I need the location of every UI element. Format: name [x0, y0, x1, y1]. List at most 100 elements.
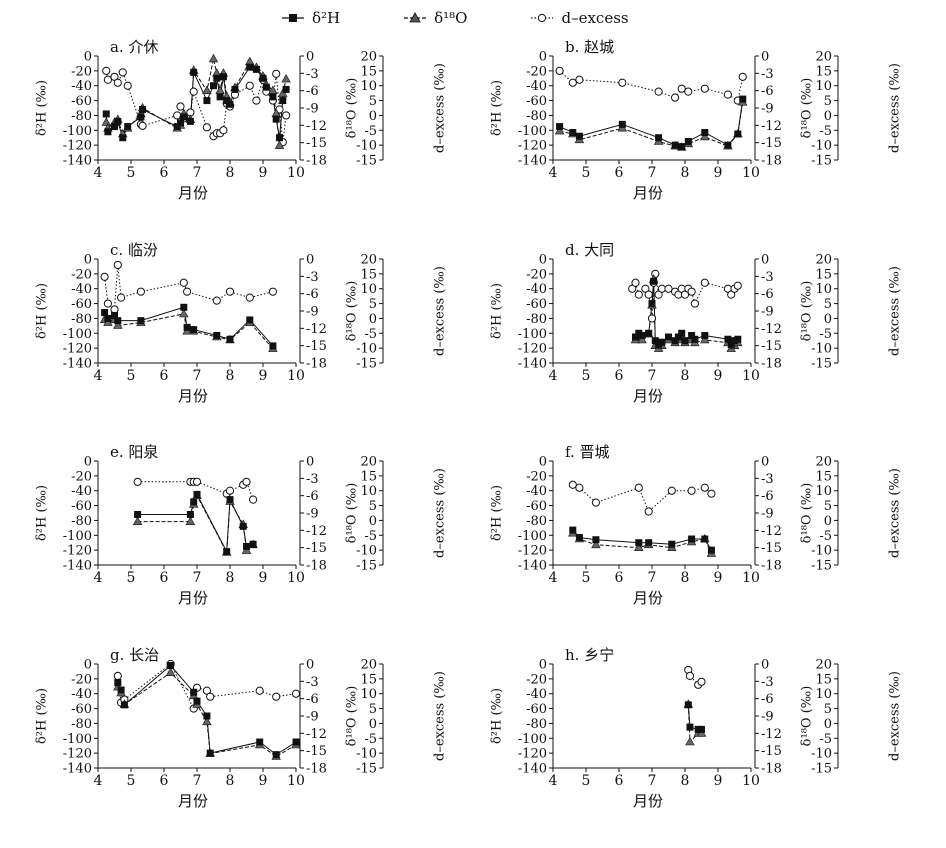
point-dexcess — [138, 121, 147, 130]
right1-tick-label: -15 — [306, 541, 327, 556]
left-tick-label: -80 — [71, 514, 92, 529]
point-dexcess — [113, 78, 122, 87]
x-tick-label: 9 — [714, 165, 723, 181]
right1-tick-label: -9 — [761, 102, 774, 117]
panel-title: d. 大同 — [565, 241, 615, 259]
point-dexcess — [252, 96, 261, 105]
x-tick-label: 10 — [287, 570, 305, 586]
x-tick-label: 10 — [742, 165, 760, 181]
right1-tick-label: -18 — [306, 762, 327, 777]
right1-tick-label: 0 — [761, 455, 769, 470]
point-dexcess — [179, 278, 188, 287]
x-tick-label: 8 — [681, 368, 690, 384]
point-d2h — [231, 85, 239, 93]
right1-tick-label: -9 — [761, 710, 774, 725]
right1-tick-label: -6 — [306, 489, 319, 504]
right1-tick-label: -6 — [761, 692, 774, 707]
left-tick-label: -120 — [518, 544, 547, 559]
right2-tick-label: -5 — [364, 327, 377, 342]
point-dexcess — [225, 486, 235, 495]
left-axis-label: δ²H (‰) — [489, 79, 505, 137]
left-tick-label: -140 — [63, 357, 92, 372]
point-d18o — [185, 516, 196, 525]
figure: δ²H δ¹⁸O d–excess 0 -20 -40 -60 -80 -100 -120-… — [0, 9, 903, 810]
x-tick-label: 8 — [226, 368, 235, 384]
point-d2h — [119, 134, 127, 142]
point-dexcess — [634, 290, 643, 299]
x-tick-label: 9 — [259, 368, 268, 384]
x-tick-label: 4 — [549, 570, 558, 586]
right2-tick-label: -10 — [356, 747, 377, 762]
series-line-dexcess — [104, 264, 274, 311]
point-dexcess — [103, 75, 113, 84]
x-tick-label: 6 — [615, 368, 624, 384]
point-dexcess — [133, 477, 142, 486]
point-d18o — [281, 73, 291, 83]
x-tick-label: 8 — [681, 570, 690, 586]
left-tick-label: -100 — [518, 124, 547, 139]
x-tick-label: 10 — [742, 368, 760, 384]
left-tick-label: -100 — [518, 529, 547, 544]
point-dexcess — [206, 692, 215, 701]
right2-tick-label: 5 — [369, 702, 377, 717]
chart-panel-2: 0 -20 -40 -60 -80 -100 -120 -140 4 5 6 7 8 9 10 0 -3 -6 -9… — [0, 241, 470, 443]
right1-tick-label: -3 — [761, 472, 774, 487]
left-tick-label: 0 — [84, 455, 92, 470]
point-d2h — [724, 335, 732, 343]
left-tick-label: -140 — [518, 357, 547, 372]
right1-tick-label: -9 — [306, 710, 319, 725]
x-tick-label: 7 — [193, 368, 202, 384]
point-dexcess — [647, 314, 657, 323]
point-dexcess — [100, 272, 109, 281]
right2-tick-label: 10 — [815, 687, 832, 702]
point-dexcess — [618, 78, 627, 87]
right2-tick-label: 20 — [815, 253, 832, 268]
point-d2h — [193, 490, 201, 498]
point-d18o — [132, 516, 143, 525]
left-tick-label: -80 — [526, 109, 547, 124]
right2-tick-label: 10 — [360, 282, 377, 297]
right2-tick-label: -5 — [364, 529, 377, 544]
point-dexcess — [117, 293, 126, 302]
left-tick-label: -40 — [71, 282, 92, 297]
x-axis-label: 月份 — [633, 387, 664, 405]
point-dexcess — [591, 498, 600, 507]
right2-tick-label: 0 — [824, 312, 832, 327]
point-d2h — [671, 141, 679, 149]
point-d2h — [645, 539, 653, 547]
point-d18o — [113, 320, 123, 329]
left-tick-label: -120 — [63, 342, 92, 357]
left-tick-label: -40 — [526, 282, 547, 297]
right2-tick-label: 10 — [360, 484, 377, 499]
left-tick-label: -80 — [71, 109, 92, 124]
x-tick-label: 5 — [127, 368, 136, 384]
right1-tick-label: -3 — [761, 270, 774, 285]
point-d2h — [269, 342, 277, 350]
left-tick-label: -20 — [71, 64, 92, 79]
x-tick-label: 9 — [259, 165, 268, 181]
point-d2h — [276, 134, 283, 142]
point-dexcess — [568, 480, 577, 489]
right2-tick-label: 10 — [815, 282, 832, 297]
x-tick-label: 4 — [94, 368, 103, 384]
point-dexcess — [189, 87, 198, 96]
point-d2h — [678, 329, 686, 337]
right2-tick-label: -10 — [811, 544, 832, 559]
point-d2h — [114, 317, 122, 325]
x-tick-label: 6 — [160, 368, 169, 384]
point-dexcess — [255, 686, 264, 695]
x-tick-label: 5 — [582, 773, 591, 789]
point-d2h — [707, 546, 715, 554]
right1-tick-label: -15 — [306, 136, 327, 151]
panel-title: e. 阳泉 — [110, 443, 159, 461]
right2-tick-label: -15 — [356, 357, 377, 372]
point-dexcess — [685, 671, 695, 680]
chart-panel-0: 0 -20 -40 -60 -80 -100 -120 -140 4 5 6 7 8 9 10 0 -3 -6 -9… — [0, 38, 470, 240]
point-d18o — [208, 53, 219, 63]
point-d2h — [651, 337, 659, 345]
right1-tick-label: 0 — [761, 658, 769, 673]
point-d2h — [114, 679, 122, 687]
point-dexcess — [697, 677, 706, 686]
